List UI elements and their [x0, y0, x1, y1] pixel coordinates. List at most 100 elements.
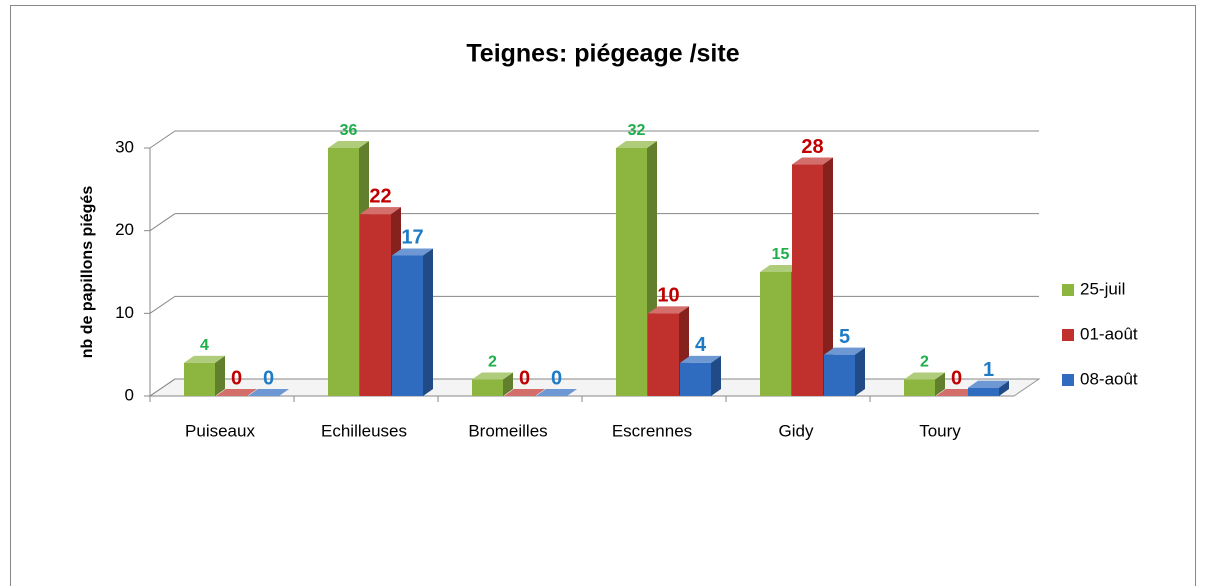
data-label: 15 [772, 246, 790, 263]
data-label: 36 [340, 122, 358, 139]
bar-top [472, 372, 513, 380]
grid-line [149, 213, 1039, 232]
bar-top-shade [216, 389, 257, 396]
x-tick-label: Bromeilles [468, 421, 547, 440]
bar-top-shade [824, 347, 865, 355]
bar-top [216, 389, 257, 396]
legend-swatch [1062, 329, 1074, 341]
data-label: 0 [263, 367, 274, 389]
bar [904, 379, 935, 396]
bar-top [936, 389, 977, 396]
bar [648, 313, 679, 396]
bar-top [328, 141, 369, 148]
x-tick-label: Gidy [779, 421, 814, 440]
y-axis-label: nb de papillons piégés [79, 186, 96, 359]
bar-top [248, 389, 289, 396]
bar-side [823, 157, 833, 396]
bar-top-shade [248, 389, 289, 396]
bar [472, 379, 503, 396]
data-label: 4 [200, 337, 209, 354]
data-label: 2 [920, 354, 929, 371]
bar-side [503, 372, 513, 396]
legend-swatch [1062, 374, 1074, 386]
bar [392, 255, 423, 396]
bar-side-shade [855, 347, 865, 396]
bar-side-shade [711, 355, 721, 396]
bar [328, 148, 359, 396]
data-label: 1 [983, 359, 994, 381]
legend-label: 08-août [1080, 369, 1138, 388]
grid-line [149, 378, 1039, 397]
bar-top-shade [648, 306, 689, 314]
bar-side [711, 355, 721, 396]
bar-top [504, 389, 545, 396]
bar-top [760, 265, 801, 272]
data-label: 10 [657, 285, 679, 307]
x-tick-label: Puiseaux [185, 421, 255, 440]
bar-top [648, 306, 689, 314]
data-label: 0 [519, 367, 530, 389]
data-label: 0 [551, 367, 562, 389]
x-tick-label: Toury [919, 421, 961, 440]
bar-top-shade [680, 355, 721, 363]
bar-side [935, 372, 945, 396]
bar-top-shade [616, 141, 657, 148]
bar-top-shade [360, 207, 401, 215]
chart-border [10, 5, 1196, 586]
bar-top-shade [792, 157, 833, 165]
grid-line [149, 295, 1039, 314]
bar [360, 214, 391, 396]
bar-top-shade [504, 389, 545, 396]
bar-top-shade [536, 389, 577, 396]
bar-side-shade [935, 372, 945, 396]
legend-swatch [1062, 284, 1074, 296]
bar-top [792, 157, 833, 165]
bar-top-shade [904, 372, 945, 380]
bar-side [423, 248, 433, 396]
bar-top [968, 380, 1009, 388]
x-tick-label: Escrennes [612, 421, 692, 440]
data-label: 0 [231, 367, 242, 389]
bar-top [824, 347, 865, 355]
bar-side-shade [215, 355, 225, 396]
bar-top-shade [968, 380, 1009, 388]
data-label: 32 [628, 122, 646, 139]
bar-top-shade [760, 265, 801, 272]
bar [680, 362, 711, 396]
bar-top [680, 355, 721, 363]
bar [760, 272, 791, 396]
data-label: 22 [369, 185, 391, 207]
bar-side [855, 347, 865, 396]
bar-top [616, 141, 657, 148]
bar-side-shade [503, 372, 513, 396]
y-tick-label: 30 [115, 137, 134, 156]
data-label: 28 [801, 136, 823, 158]
data-label: 0 [951, 367, 962, 389]
bar-top [392, 248, 433, 256]
data-label: 2 [488, 354, 497, 371]
y-tick-label: 0 [125, 385, 134, 404]
y-tick-label: 10 [115, 303, 134, 322]
bar-top-shade [328, 141, 369, 148]
bar-top-shade [472, 372, 513, 380]
bar-top [184, 355, 225, 363]
bar-top-shade [936, 389, 977, 396]
bar-top-shade [184, 355, 225, 363]
chart-title: Teignes: piégeage /site [466, 40, 739, 68]
y-tick-label: 20 [115, 220, 134, 239]
x-tick-label: Echilleuses [321, 421, 407, 440]
legend-label: 25-juil [1080, 279, 1125, 298]
data-label: 17 [401, 227, 423, 249]
bar-side-shade [823, 157, 833, 396]
bar-side-shade [423, 248, 433, 396]
bar-side [215, 355, 225, 396]
legend-label: 01-août [1080, 324, 1138, 343]
bar-side-shade [999, 380, 1009, 396]
bar [184, 362, 215, 396]
grid-line [149, 130, 1039, 149]
bar [968, 387, 999, 396]
bar [824, 354, 855, 396]
bar-top [360, 207, 401, 215]
bar-top [536, 389, 577, 396]
